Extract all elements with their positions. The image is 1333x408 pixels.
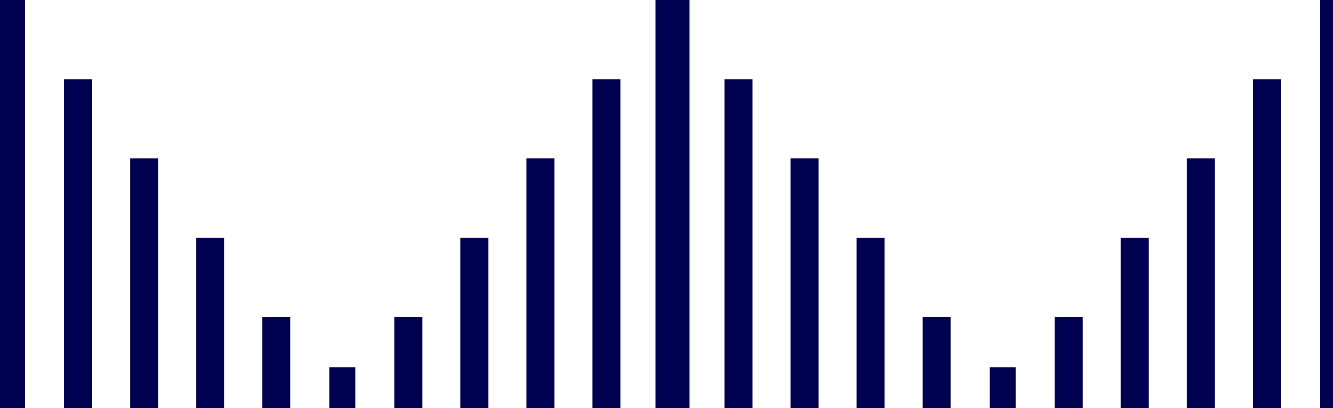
bar-6 (329, 367, 356, 408)
bar-13 (790, 158, 819, 408)
bar-2 (64, 79, 92, 408)
bar-20 (1253, 79, 1281, 408)
bar-18 (1120, 237, 1149, 408)
bar-14 (856, 237, 885, 408)
bar-4 (196, 237, 225, 408)
bar-12 (724, 79, 753, 408)
bar-3 (130, 158, 159, 408)
bar-8 (460, 237, 489, 408)
bar-7 (394, 317, 423, 408)
bar-5 (262, 317, 291, 408)
bar-21 (1320, 0, 1333, 408)
bar-19 (1186, 158, 1215, 408)
bar-9 (526, 158, 555, 408)
bar-15 (922, 317, 951, 408)
bar-16 (989, 367, 1016, 408)
bar-1 (0, 0, 25, 408)
bar-17 (1054, 317, 1083, 408)
bar-11 (655, 0, 690, 408)
bar-10 (592, 79, 621, 408)
